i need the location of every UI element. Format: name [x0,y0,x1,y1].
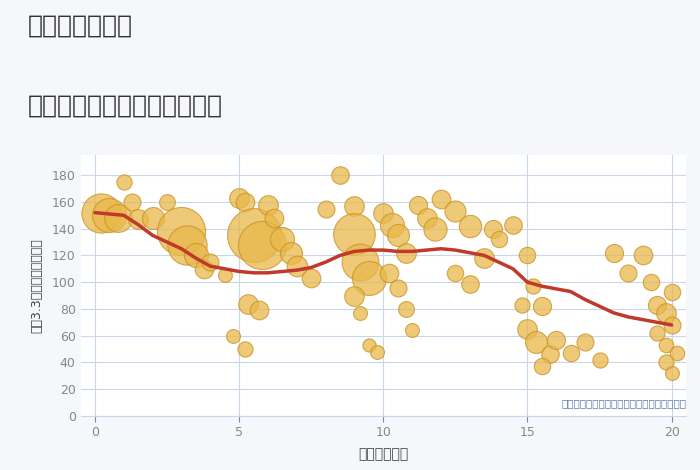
Point [199,265,210,273]
Point [400,305,412,313]
Point [355,309,366,317]
Point [449,208,461,215]
Point [234,194,245,202]
Point [118,178,130,186]
Point [378,209,389,216]
Point [660,309,671,317]
Point [176,227,187,235]
Point [392,284,403,291]
Point [181,241,193,249]
Point [372,348,383,355]
Point [565,349,576,357]
Point [516,301,527,309]
Y-axis label: 坪（3.3㎡）単価（万円）: 坪（3.3㎡）単価（万円） [30,238,43,333]
Point [256,241,267,249]
Point [430,225,441,233]
Text: 円の大きさは、取引のあった物件面積を示す: 円の大きさは、取引のあった物件面積を示す [561,398,686,408]
Point [646,278,657,286]
Point [262,201,274,208]
Point [349,292,360,299]
Point [384,269,395,276]
Point [363,341,374,349]
Point [660,359,671,366]
Point [449,269,461,276]
Point [608,249,620,257]
Point [355,258,366,266]
Text: 駅距離別中古マンション価格: 駅距離別中古マンション価格 [28,94,223,118]
Point [291,262,302,270]
X-axis label: 駅距離（分）: 駅距離（分） [358,448,408,462]
Point [545,351,556,358]
Text: 福岡県春日駅の: 福岡県春日駅の [28,14,133,38]
Point [528,282,539,290]
Point [660,341,671,349]
Point [204,258,216,266]
Point [363,274,374,282]
Point [162,198,173,206]
Point [421,214,432,222]
Point [464,222,475,230]
Point [407,327,418,334]
Point [623,269,634,276]
Point [95,209,106,216]
Point [239,198,251,206]
Point [637,251,648,259]
Point [276,235,288,243]
Point [536,303,547,310]
Point [127,198,138,206]
Point [349,230,360,238]
Point [522,325,533,333]
Point [392,232,403,239]
Point [666,288,677,295]
Point [464,280,475,287]
Point [672,349,683,357]
Point [580,338,591,346]
Point [268,214,279,222]
Point [320,205,331,212]
Point [493,235,504,243]
Point [386,221,398,228]
Point [253,306,265,314]
Point [508,221,519,228]
Point [412,201,423,208]
Point [104,212,115,219]
Point [652,301,663,309]
Point [594,356,605,363]
Point [132,216,144,223]
Point [551,336,562,344]
Point [335,172,346,179]
Point [435,196,447,203]
Point [666,321,677,329]
Point [147,214,158,222]
Point [536,363,547,370]
Point [400,249,412,257]
Point [349,202,360,210]
Point [479,254,490,262]
Point [531,338,542,346]
Point [666,369,677,377]
Point [286,249,297,257]
Point [306,274,317,282]
Point [113,214,124,222]
Point [487,225,498,233]
Point [242,300,253,307]
Point [228,332,239,339]
Point [522,251,533,259]
Point [652,329,663,337]
Point [190,251,202,259]
Point [239,345,251,353]
Point [219,272,230,279]
Point [248,232,259,239]
